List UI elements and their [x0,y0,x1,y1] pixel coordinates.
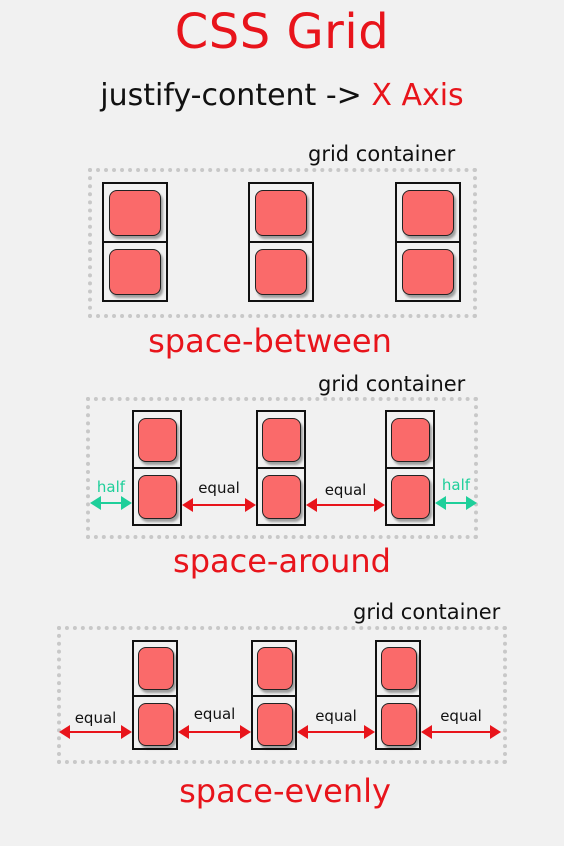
grid-item [138,418,177,462]
column-divider [258,467,304,469]
grid-item [402,249,454,295]
half-gap-arrow-left [90,496,132,510]
equal-gap-arrow [421,725,501,739]
grid-item [381,647,417,690]
grid-item [109,249,161,295]
grid-item [255,249,307,295]
grid-column [385,410,435,526]
equal-gap-arrow [59,725,132,739]
equal-gap-label: equal [440,707,482,725]
column-divider [134,695,176,697]
grid-item [402,190,454,236]
grid-item [381,703,417,746]
equal-gap-label: equal [74,709,117,727]
column-divider [377,695,419,697]
grid-column [395,182,461,302]
grid-item [138,703,174,746]
equal-gap-arrow [297,725,375,739]
grid-column [248,182,314,302]
column-divider [253,695,295,697]
page-subtitle: justify-content -> X Axis [0,78,564,113]
grid-container-label: grid container [318,372,466,396]
equal-gap-label: equal [315,707,357,725]
equal-gap-arrow [182,498,256,512]
column-divider [104,241,166,243]
equal-gap-label: equal [193,705,236,723]
page-title: CSS Grid [174,4,390,60]
half-gap-label-left: half [96,478,126,496]
grid-column [132,640,178,750]
grid-column [256,410,306,526]
grid-column [132,410,182,526]
grid-item [257,703,293,746]
column-divider [387,467,433,469]
grid-container-space-around [86,397,478,539]
grid-item [255,190,307,236]
subtitle-property: justify-content -> [100,78,362,113]
caption-space-between: space-between [148,322,392,360]
grid-container-space-between [88,168,477,318]
equal-gap-arrow [178,725,251,739]
grid-column [375,640,421,750]
grid-item [138,647,174,690]
grid-item [257,647,293,690]
caption-space-around: space-around [173,542,391,580]
half-gap-arrow-right [435,496,477,510]
column-divider [250,241,312,243]
grid-item [391,418,430,462]
grid-item [262,475,301,519]
grid-column [102,182,168,302]
equal-gap-arrow [306,498,385,512]
grid-container-space-evenly [57,626,507,764]
grid-container-label: grid container [308,142,456,166]
equal-gap-label: equal [198,479,240,497]
grid-column [251,640,297,750]
grid-item [391,475,430,519]
grid-item [262,418,301,462]
half-gap-label-right: half [441,476,471,494]
subtitle-axis: X Axis [371,78,464,113]
equal-gap-label: equal [324,481,367,499]
column-divider [397,241,459,243]
caption-space-evenly: space-evenly [179,772,391,810]
grid-item [109,190,161,236]
grid-container-label: grid container [353,600,501,624]
grid-item [138,475,177,519]
column-divider [134,467,180,469]
